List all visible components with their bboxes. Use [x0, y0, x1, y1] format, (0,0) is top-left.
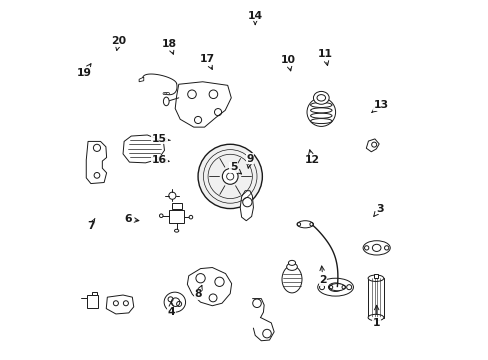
Bar [87, 295, 98, 308]
Polygon shape [139, 77, 143, 82]
Bar [171, 203, 181, 208]
Ellipse shape [317, 278, 353, 296]
Text: 14: 14 [247, 11, 262, 24]
Polygon shape [123, 135, 164, 163]
Bar [169, 210, 184, 223]
Ellipse shape [306, 98, 335, 126]
Text: 2: 2 [319, 266, 326, 285]
Text: 7: 7 [87, 219, 95, 231]
Ellipse shape [367, 314, 383, 321]
Circle shape [222, 168, 238, 184]
Text: 13: 13 [371, 100, 388, 112]
Ellipse shape [363, 241, 389, 255]
Text: 1: 1 [372, 305, 380, 328]
Ellipse shape [168, 192, 176, 199]
Text: 18: 18 [162, 39, 177, 54]
Bar [228, 158, 251, 195]
Ellipse shape [189, 215, 192, 219]
Circle shape [198, 144, 262, 208]
Text: 19: 19 [77, 64, 92, 78]
Text: 4: 4 [167, 302, 175, 317]
Ellipse shape [282, 266, 302, 293]
Text: 17: 17 [199, 54, 214, 69]
Text: 16: 16 [152, 156, 169, 165]
Polygon shape [86, 141, 106, 184]
Ellipse shape [367, 275, 383, 282]
Ellipse shape [163, 93, 165, 95]
Ellipse shape [310, 113, 331, 118]
Ellipse shape [163, 97, 169, 106]
Ellipse shape [286, 263, 297, 270]
Text: 12: 12 [304, 150, 319, 165]
Text: 8: 8 [194, 285, 202, 299]
Ellipse shape [310, 103, 331, 108]
Ellipse shape [288, 260, 295, 265]
Ellipse shape [313, 91, 328, 104]
Text: 20: 20 [111, 36, 126, 50]
Polygon shape [175, 82, 231, 127]
Polygon shape [366, 139, 378, 152]
Ellipse shape [297, 221, 312, 228]
Ellipse shape [174, 229, 179, 232]
Polygon shape [240, 191, 253, 221]
Polygon shape [106, 295, 134, 314]
Text: 11: 11 [317, 49, 332, 66]
Bar [92, 292, 97, 296]
Text: 10: 10 [280, 55, 295, 71]
Circle shape [226, 173, 233, 180]
Bar [367, 278, 383, 318]
Text: 6: 6 [124, 214, 139, 224]
Ellipse shape [310, 118, 331, 123]
Text: 9: 9 [245, 154, 253, 168]
Bar [373, 274, 377, 278]
Ellipse shape [159, 214, 163, 217]
Ellipse shape [164, 292, 185, 312]
Ellipse shape [166, 93, 169, 95]
Text: 5: 5 [229, 162, 241, 174]
Polygon shape [187, 267, 231, 306]
Text: 15: 15 [152, 134, 170, 144]
Ellipse shape [310, 108, 331, 113]
Ellipse shape [164, 93, 167, 95]
Ellipse shape [329, 284, 345, 291]
Text: 3: 3 [373, 203, 383, 216]
